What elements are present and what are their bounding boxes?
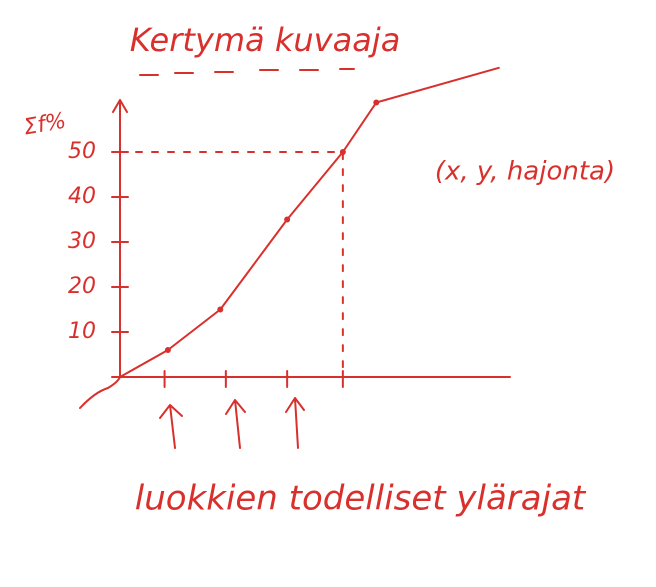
point bbox=[373, 100, 379, 106]
axis-stroke bbox=[80, 377, 120, 408]
point bbox=[284, 217, 290, 223]
annotation: (x, y, hajonta) bbox=[435, 157, 615, 187]
pointer-arrows bbox=[160, 398, 304, 448]
chart: Kertymä kuvaaja Σf% (x, y, hajonta) luok… bbox=[0, 0, 656, 587]
y-tick-label: 10 bbox=[68, 319, 96, 344]
point bbox=[165, 347, 171, 353]
y-tick-label: 50 bbox=[68, 139, 96, 164]
y-tick-label: 20 bbox=[68, 274, 96, 299]
y-tick-label: 40 bbox=[68, 184, 96, 209]
guide-line bbox=[120, 152, 343, 377]
y-axis-label: Σf% bbox=[22, 109, 68, 141]
y-tick-label: 30 bbox=[68, 229, 96, 254]
point bbox=[217, 307, 223, 313]
x-axis-label: luokkien todelliset ylärajat bbox=[135, 479, 587, 519]
title-underline bbox=[140, 69, 354, 75]
y-axis bbox=[113, 100, 127, 377]
chart-title: Kertymä kuvaaja bbox=[130, 21, 401, 59]
line bbox=[120, 68, 499, 377]
